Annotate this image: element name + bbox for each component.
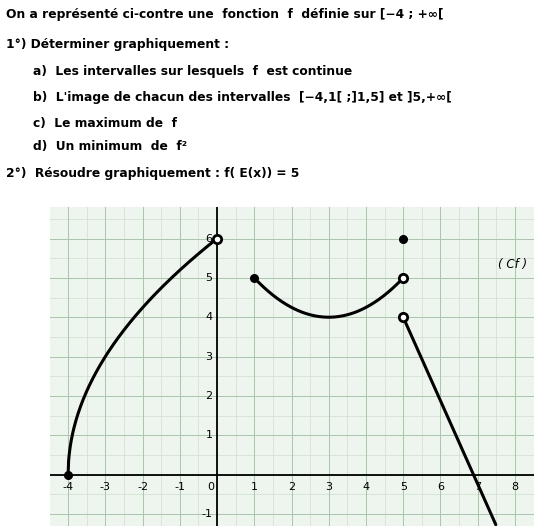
Text: 1: 1 (251, 482, 258, 492)
Text: -4: -4 (63, 482, 74, 492)
Text: 4: 4 (362, 482, 370, 492)
Text: 4: 4 (206, 312, 212, 322)
Text: 3: 3 (325, 482, 332, 492)
Text: 0: 0 (207, 482, 214, 492)
Text: d)  Un minimum  de  f²: d) Un minimum de f² (33, 140, 187, 152)
Text: -1: -1 (201, 509, 212, 519)
Text: -3: -3 (100, 482, 111, 492)
Text: a)  Les intervalles sur lesquels  f  est continue: a) Les intervalles sur lesquels f est co… (33, 65, 352, 78)
Text: 8: 8 (512, 482, 519, 492)
Text: 6: 6 (206, 234, 212, 244)
Text: On a représenté ci-contre une  fonction  f  définie sur [−4 ; +∞[: On a représenté ci-contre une fonction f… (6, 8, 443, 21)
Text: 5: 5 (400, 482, 406, 492)
Text: 2: 2 (206, 391, 212, 401)
Text: 1: 1 (206, 430, 212, 440)
Text: ( Cf ): ( Cf ) (498, 258, 527, 271)
Text: 2: 2 (288, 482, 295, 492)
Text: 1°) Déterminer graphiquement :: 1°) Déterminer graphiquement : (6, 38, 229, 51)
Text: -1: -1 (174, 482, 185, 492)
Text: -2: -2 (137, 482, 148, 492)
Text: b)  L'image de chacun des intervalles  [−4,1[ ;]1,5] et ]5,+∞[: b) L'image de chacun des intervalles [−4… (33, 91, 452, 104)
Text: 5: 5 (206, 273, 212, 283)
Text: 7: 7 (474, 482, 481, 492)
Text: c)  Le maximum de  f: c) Le maximum de f (33, 117, 177, 130)
Text: 2°)  Résoudre graphiquement : f( E(x)) = 5: 2°) Résoudre graphiquement : f( E(x)) = … (6, 167, 299, 179)
Text: 6: 6 (437, 482, 444, 492)
Text: 3: 3 (206, 352, 212, 362)
